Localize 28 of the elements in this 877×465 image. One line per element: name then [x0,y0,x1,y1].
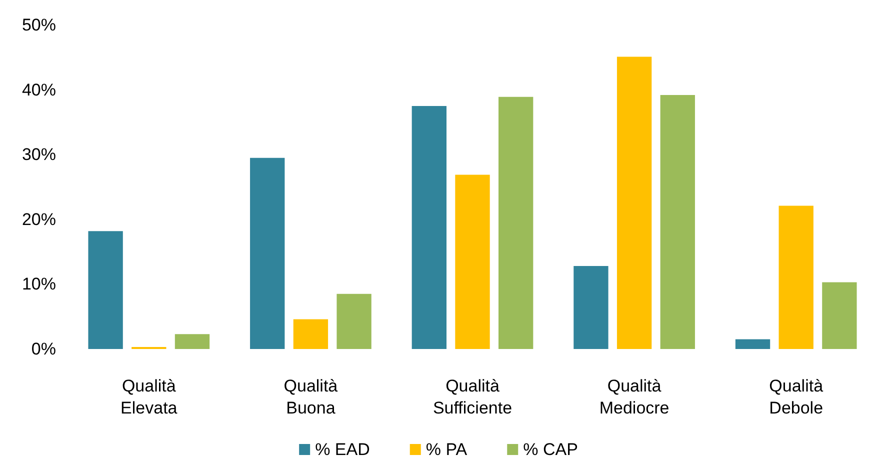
bar [616,56,652,349]
y-tick-label: 10% [22,274,56,294]
legend-label: % PA [426,440,468,459]
bar [412,106,446,349]
legend-label: % CAP [523,440,578,459]
bar [88,231,123,349]
bar [336,294,372,349]
bar [778,206,814,349]
bar [250,158,285,349]
bar [174,334,210,349]
x-tick-label: Qualità Elevata [120,376,178,418]
y-tick-label: 30% [22,145,56,164]
bar [498,96,534,349]
x-tick-label: Qualità Sufficiente [432,376,512,418]
bar [660,94,695,349]
bar [574,266,608,349]
legend-label: % EAD [315,440,370,459]
y-tick-label: 0% [31,340,56,358]
bar [822,282,857,349]
x-tick-label: Qualità Mediocre [599,376,670,418]
bar [735,339,770,349]
y-tick-label: 40% [22,80,56,100]
y-tick-label: 20% [22,210,56,229]
bar [293,319,328,349]
y-tick-label: 50% [22,16,56,34]
bar [455,174,490,349]
x-tick-label: Qualità Buona [284,376,338,418]
x-tick-label: Qualità Debole [769,376,824,418]
